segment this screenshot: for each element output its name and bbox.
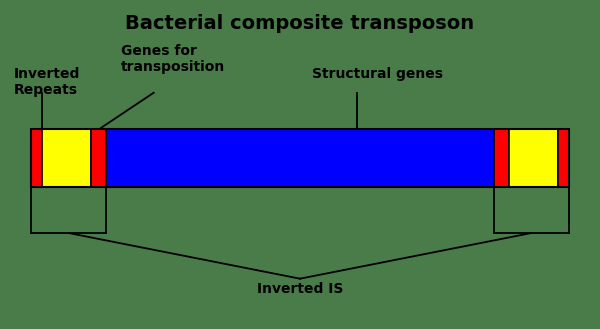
Bar <box>91 129 106 187</box>
Text: Structural genes: Structural genes <box>312 67 443 81</box>
Bar <box>31 129 569 187</box>
Text: Inverted IS: Inverted IS <box>257 282 343 296</box>
Bar <box>106 129 494 187</box>
Text: Bacterial composite transposon: Bacterial composite transposon <box>125 14 475 34</box>
Bar <box>31 129 42 187</box>
Text: Genes for
transposition: Genes for transposition <box>121 44 225 74</box>
Bar <box>509 129 558 187</box>
Bar <box>558 129 569 187</box>
Text: Inverted
Repeats: Inverted Repeats <box>13 67 80 97</box>
Bar <box>42 129 91 187</box>
Bar <box>494 129 509 187</box>
